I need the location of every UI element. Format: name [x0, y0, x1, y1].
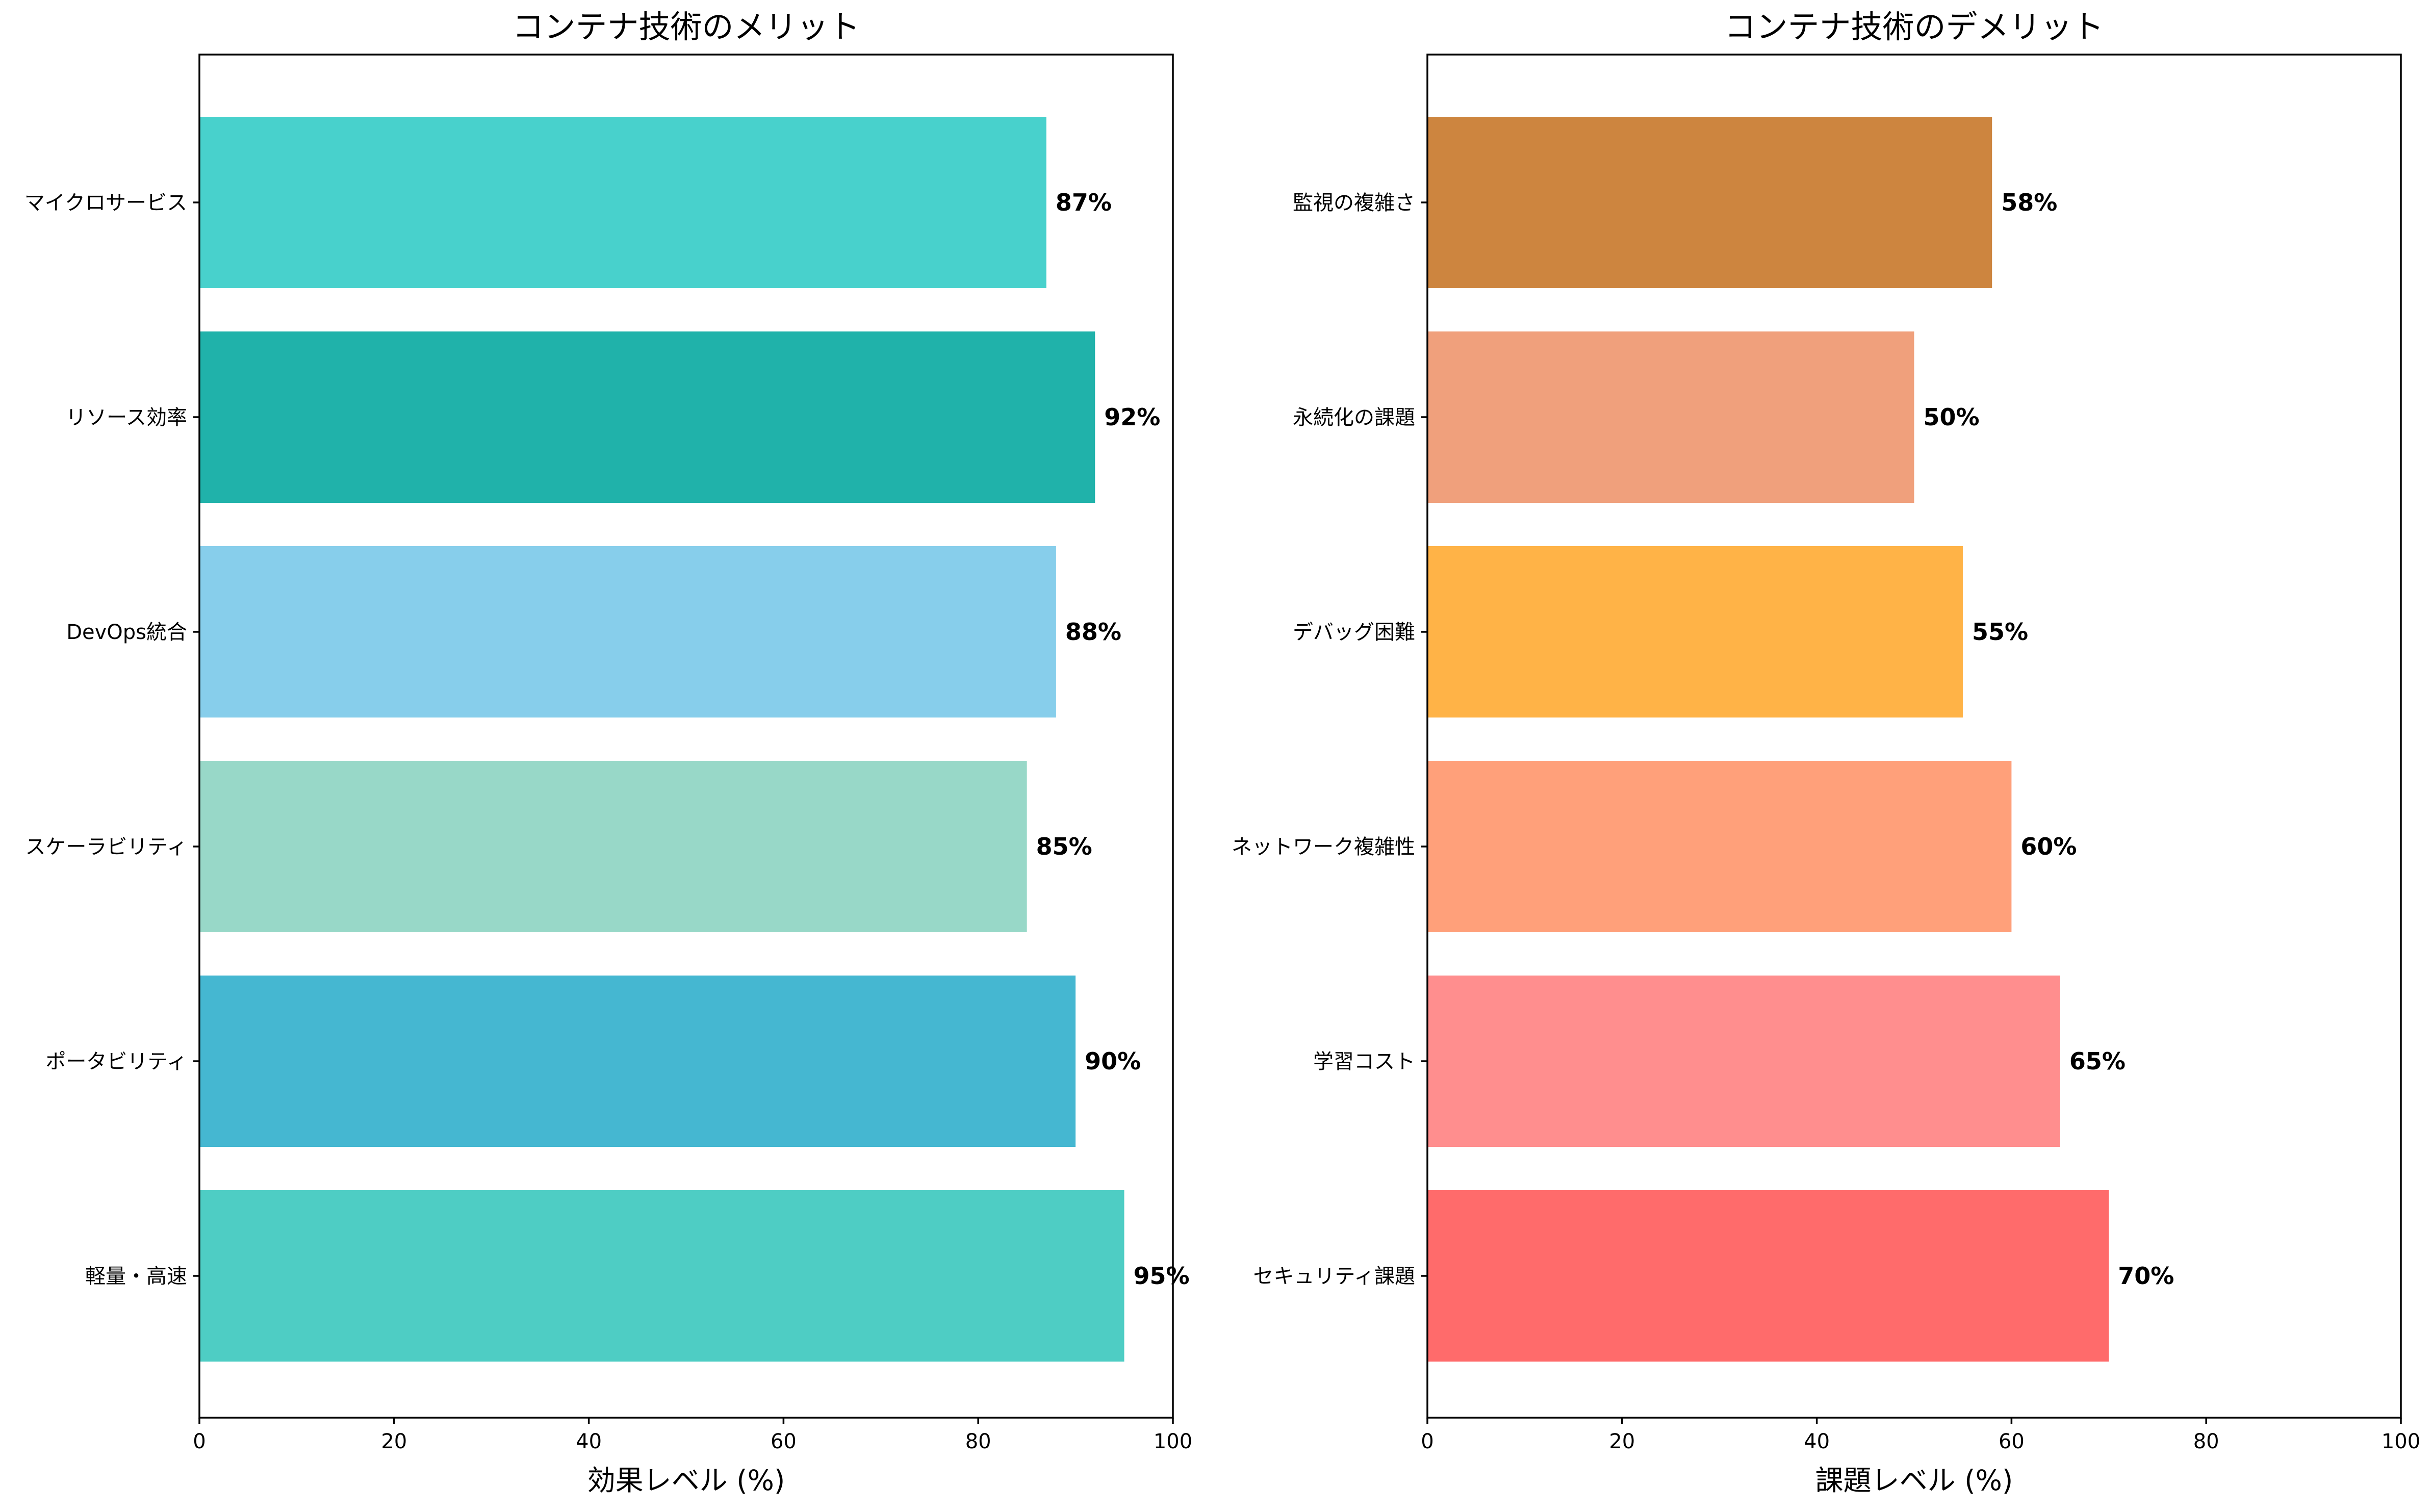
merits-category-label: リソース効率	[66, 406, 187, 429]
demerits-x-axis-label: 課題レベル (%)	[1815, 1464, 2013, 1497]
demerits-x-tick-label: 80	[2193, 1430, 2219, 1453]
merits-bar	[199, 331, 1095, 503]
demerits-value-label: 60%	[2020, 833, 2077, 860]
demerits-x-tick-label: 100	[2382, 1430, 2420, 1453]
demerits-chart-title: コンテナ技術のデメリット	[1724, 8, 2104, 45]
merits-chart: 軽量・高速 95% ポータビリティ 90% スケーラビリティ 85% DevOps統合 88%…	[24, 8, 1192, 1497]
merits-value-label: 85%	[1036, 833, 1092, 860]
merits-value-label: 92%	[1104, 403, 1160, 431]
merits-value-label: 95%	[1134, 1262, 1190, 1290]
demerits-bar	[1427, 546, 1963, 717]
demerits-x-tick-label: 0	[1421, 1430, 1433, 1453]
merits-category-label: DevOps統合	[66, 621, 187, 644]
merits-value-label: 90%	[1085, 1047, 1141, 1075]
demerits-bar	[1427, 761, 2012, 932]
demerits-bar	[1427, 976, 2060, 1147]
merits-category-label: 軽量・高速	[85, 1265, 187, 1288]
merits-category-label: ポータビリティ	[45, 1050, 187, 1073]
demerits-category-label: 永続化の課題	[1293, 406, 1415, 429]
demerits-bar	[1427, 1190, 2109, 1362]
merits-plot-frame	[198, 54, 1174, 1419]
merits-bar	[199, 976, 1076, 1147]
demerits-value-label: 65%	[2069, 1047, 2126, 1075]
demerits-bar	[1427, 331, 1914, 503]
merits-x-tick-label: 40	[576, 1430, 602, 1453]
merits-category-label: マイクロサービス	[24, 191, 187, 215]
merits-x-tick-label: 0	[193, 1430, 206, 1453]
demerits-value-label: 58%	[2001, 189, 2057, 216]
demerits-category-label: 学習コスト	[1313, 1050, 1415, 1073]
merits-value-label: 88%	[1065, 618, 1121, 646]
merits-bar	[199, 117, 1046, 288]
merits-x-tick-label: 80	[965, 1430, 991, 1453]
demerits-category-label: 監視の複雑さ	[1293, 191, 1415, 215]
demerits-x-tick-label: 40	[1804, 1430, 1830, 1453]
demerits-value-label: 50%	[1924, 403, 1980, 431]
demerits-x-tick-label: 20	[1609, 1430, 1635, 1453]
demerits-plot-frame	[1426, 54, 2402, 1419]
demerits-value-label: 55%	[1972, 618, 2028, 646]
merits-chart-title: コンテナ技術のメリット	[512, 8, 860, 45]
merits-x-tick-label: 20	[381, 1430, 407, 1453]
merits-bar	[199, 546, 1056, 717]
demerits-bar	[1427, 117, 1992, 288]
merits-x-tick-label: 100	[1154, 1430, 1192, 1453]
merits-category-label: スケーラビリティ	[25, 835, 187, 859]
demerits-category-label: デバッグ困難	[1293, 621, 1415, 644]
merits-value-label: 87%	[1056, 189, 1112, 216]
demerits-x-tick-label: 60	[1999, 1430, 2025, 1453]
merits-x-axis-label: 効果レベル (%)	[587, 1464, 785, 1497]
demerits-category-label: セキュリティ課題	[1253, 1265, 1415, 1288]
demerits-value-label: 70%	[2118, 1262, 2174, 1290]
demerits-chart: セキュリティ課題 70% 学習コスト 65% ネットワーク複雑性 60% デバッグ困難 55%…	[1232, 8, 2420, 1497]
demerits-category-label: ネットワーク複雑性	[1232, 835, 1415, 859]
merits-bar	[199, 1190, 1124, 1362]
merits-x-tick-label: 60	[771, 1430, 797, 1453]
merits-bar	[199, 761, 1027, 932]
